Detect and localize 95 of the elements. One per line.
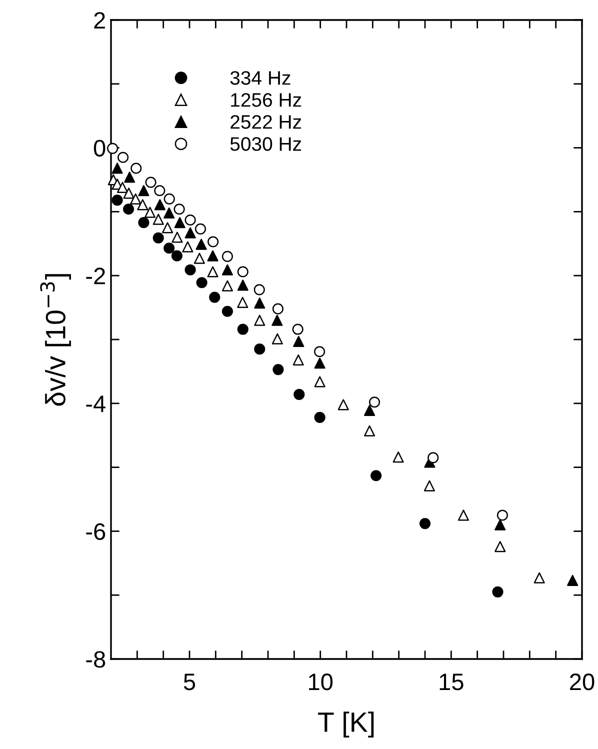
- point: [428, 452, 439, 464]
- y-axis-title: δv/v [10$^{−3}$]: [40, 274, 71, 406]
- point: [116, 182, 128, 193]
- point: [364, 404, 376, 416]
- point: [338, 399, 349, 410]
- point: [208, 236, 219, 248]
- point: [112, 162, 123, 174]
- point: [254, 284, 265, 296]
- point: [194, 252, 205, 264]
- point: [222, 250, 233, 262]
- point: [314, 358, 326, 369]
- y-tick-label: 0: [94, 140, 106, 157]
- point: [424, 480, 435, 492]
- point: [222, 264, 233, 276]
- point: [152, 214, 164, 225]
- point: [145, 176, 156, 188]
- point: [209, 292, 220, 303]
- point: [567, 574, 578, 586]
- legend-label: 334 Hz: [230, 71, 290, 85]
- point: [272, 314, 283, 326]
- point: [222, 306, 233, 317]
- point: [138, 185, 150, 196]
- x-axis-title: T [K]: [318, 712, 374, 738]
- point: [254, 344, 266, 355]
- point: [368, 396, 380, 408]
- point: [534, 572, 545, 584]
- point: [196, 277, 208, 288]
- point: [294, 388, 305, 400]
- x-tick-label: 15: [440, 674, 464, 690]
- point: [124, 172, 136, 183]
- y-tick-label: -8: [86, 651, 106, 668]
- point: [171, 250, 182, 262]
- point: [237, 280, 248, 291]
- point: [174, 217, 186, 228]
- point: [292, 354, 304, 366]
- x-tick-label: 20: [570, 674, 594, 690]
- point: [237, 266, 248, 278]
- point: [112, 194, 123, 206]
- point: [237, 324, 248, 335]
- point: [123, 188, 134, 199]
- point: [272, 303, 284, 314]
- point: [130, 193, 142, 204]
- point: [164, 242, 175, 254]
- point: [182, 241, 194, 252]
- y-tick-label: 2: [94, 12, 105, 29]
- point: [162, 222, 174, 234]
- point: [138, 217, 150, 228]
- point: [494, 541, 506, 552]
- point: [419, 518, 431, 530]
- point: [494, 519, 506, 530]
- point: [184, 264, 196, 276]
- point: [164, 193, 175, 204]
- point: [184, 227, 196, 238]
- point: [207, 266, 218, 278]
- point: [154, 199, 166, 210]
- point: [152, 232, 164, 244]
- point: [392, 452, 404, 463]
- x-tick-label: 5: [184, 674, 196, 690]
- point: [172, 232, 183, 243]
- legend-label: 1256 Hz: [231, 93, 302, 107]
- point: [314, 412, 326, 423]
- point: [154, 185, 166, 196]
- point: [254, 314, 266, 326]
- point: [184, 214, 196, 226]
- point: [492, 586, 504, 598]
- point: [496, 510, 508, 521]
- point: [458, 510, 469, 521]
- point: [272, 333, 283, 344]
- point: [164, 207, 175, 219]
- point: [137, 199, 148, 210]
- point: [292, 324, 304, 335]
- point: [314, 346, 326, 358]
- y-tick-label: -2: [86, 268, 105, 284]
- point: [130, 162, 142, 174]
- y-tick-label: -6: [86, 523, 106, 540]
- point: [144, 206, 156, 218]
- point: [254, 298, 266, 309]
- y-tick-label: -4: [86, 396, 106, 412]
- point: [272, 364, 284, 376]
- point: [293, 336, 304, 347]
- point: [196, 238, 207, 250]
- point: [222, 280, 233, 292]
- point: [107, 142, 118, 154]
- point: [122, 204, 134, 215]
- x-tick-label: 10: [309, 674, 333, 690]
- point: [118, 152, 129, 163]
- point: [194, 223, 206, 234]
- point: [207, 250, 218, 262]
- point: [364, 425, 376, 436]
- point: [237, 296, 248, 308]
- legend-label: 5030 Hz: [230, 137, 302, 151]
- point: [370, 470, 382, 482]
- point: [314, 376, 326, 388]
- point: [174, 204, 185, 215]
- legend-label: 2522 Hz: [230, 115, 302, 129]
